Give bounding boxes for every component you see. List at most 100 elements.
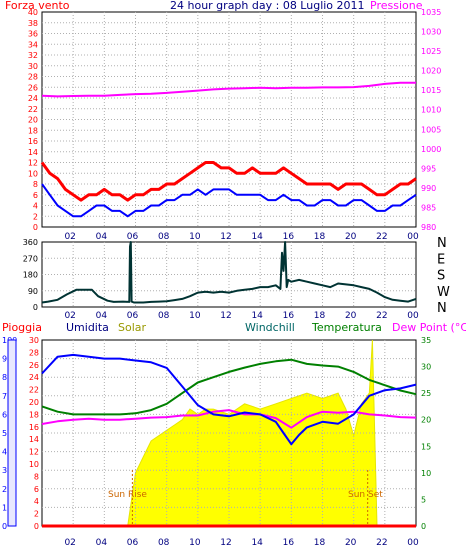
x-tick-label: 06 (127, 311, 139, 321)
compass-label: W (437, 285, 450, 300)
temperature-tick: 25 (421, 389, 431, 398)
panel-2-series (41, 241, 417, 304)
humidity-tick: 20 (2, 485, 12, 494)
panel-3-x-ticks: 02 04 06 08 10 12 14 16 18 20 22 00 (64, 538, 419, 548)
wind-speed-tick: 4 (33, 202, 38, 211)
rain-tick: 0 (34, 522, 39, 531)
direction-tick: 90 (28, 287, 38, 296)
wind-speed-tick: 0 (33, 223, 38, 232)
pressure-tick: 995 (421, 164, 436, 173)
x-tick-label: 16 (283, 538, 295, 548)
x-tick-label: 02 (64, 232, 75, 242)
humidity-tick: 80 (2, 373, 12, 382)
x-tick-label: 14 (251, 538, 263, 548)
pressure-tick: 1005 (421, 125, 441, 134)
temperature-tick: 35 (421, 336, 431, 345)
x-tick-label: 04 (96, 538, 108, 548)
x-tick-label: 06 (127, 232, 139, 242)
wind-speed-tick: 36 (28, 30, 38, 39)
panel-1-x-ticks: 02 04 06 08 10 12 14 16 18 20 22 00 (64, 232, 419, 242)
temperature-tick: 5 (421, 495, 426, 504)
x-tick-label: 04 (96, 232, 108, 242)
direction-tick: 360 (23, 238, 38, 247)
wind-speed-tick: 6 (33, 191, 38, 200)
solar-legend-label: Solar (118, 321, 147, 334)
x-tick-label: 22 (376, 311, 387, 321)
wind-speed-tick: 30 (28, 62, 38, 71)
x-tick-label: 02 (64, 538, 75, 548)
x-tick-label: 00 (407, 311, 419, 321)
wind-speed-line (40, 161, 417, 202)
windchill-legend-label: Windchill (245, 321, 295, 334)
rain-tick: 8 (34, 472, 39, 481)
rain-tick: 22 (29, 386, 39, 395)
x-tick-label: 00 (407, 538, 419, 548)
wind-speed-tick: 34 (28, 40, 38, 49)
wind-speed-tick: 22 (28, 105, 38, 114)
x-tick-label: 18 (314, 311, 326, 321)
rain-tick: 18 (29, 410, 39, 419)
x-tick-label: 12 (220, 311, 231, 321)
rain-tick: 16 (29, 423, 39, 432)
temperature-tick: 15 (421, 442, 431, 451)
direction-tick: 270 (23, 254, 38, 263)
wind-speed-tick: 20 (28, 116, 38, 125)
x-tick-label: 20 (345, 538, 357, 548)
x-tick-label: 04 (96, 311, 108, 321)
rain-tick: 6 (34, 485, 39, 494)
pressure-tick: 1020 (421, 67, 441, 76)
pressure-tick: 1025 (421, 47, 441, 56)
wind-gust-line (41, 183, 417, 218)
wind-speed-tick: 18 (28, 126, 38, 135)
x-tick-label: 02 (64, 311, 75, 321)
chart-title: 24 hour graph day : 08 Luglio 2011 (170, 0, 365, 12)
sunset-label: Sun Set (348, 490, 383, 500)
temperature-tick: 30 (421, 363, 431, 372)
panel-2-left-ticks: 0 90 180 270 360 (23, 238, 38, 312)
humidity-axis-label: Umidita (66, 321, 109, 334)
x-tick-label: 14 (251, 311, 263, 321)
panel-1-grid (42, 12, 416, 227)
humidity-tick: 30 (2, 466, 12, 475)
compass-label: S (437, 269, 445, 284)
direction-tick: 180 (23, 271, 38, 280)
x-tick-label: 22 (376, 538, 387, 548)
wind-speed-tick: 40 (28, 8, 38, 17)
panel-2-x-ticks: 02 04 06 08 10 12 14 16 18 20 22 00 (64, 311, 419, 321)
temperature-legend-label: Temperatura (311, 321, 382, 334)
rain-tick: 2 (34, 510, 39, 519)
x-tick-label: 22 (376, 232, 387, 242)
rain-tick: 20 (29, 398, 39, 407)
wind-speed-tick: 2 (33, 212, 38, 221)
rain-tick: 10 (29, 460, 39, 469)
x-tick-label: 08 (158, 311, 170, 321)
pressure-tick: 1010 (421, 106, 441, 115)
panel-3-series (41, 353, 417, 528)
rain-tick: 24 (29, 373, 39, 382)
rain-tick: 26 (29, 361, 39, 370)
pressure-tick: 985 (421, 203, 436, 212)
pressure-tick: 990 (421, 184, 436, 193)
wind-speed-tick: 38 (28, 19, 38, 28)
rain-tick: 28 (29, 348, 39, 357)
x-tick-label: 08 (158, 232, 170, 242)
panel-3-temperature-ticks: 0 5 10 15 20 25 30 35 (421, 336, 431, 531)
humidity-tick: 70 (2, 392, 12, 401)
pressure-line (41, 81, 416, 98)
humidity-tick: 90 (2, 355, 12, 364)
compass-label: N (437, 301, 447, 316)
wind-speed-tick: 26 (28, 83, 38, 92)
compass-label: E (437, 252, 445, 267)
humidity-line (41, 353, 417, 446)
humidity-tick: 40 (2, 448, 12, 457)
x-tick-label: 18 (314, 232, 326, 242)
sunrise-label: Sun Rise (108, 490, 147, 500)
wind-speed-tick: 10 (28, 169, 38, 178)
x-tick-label: 18 (314, 538, 326, 548)
rain-axis-label: Pioggia (2, 321, 42, 334)
humidity-tick: 50 (2, 429, 12, 438)
